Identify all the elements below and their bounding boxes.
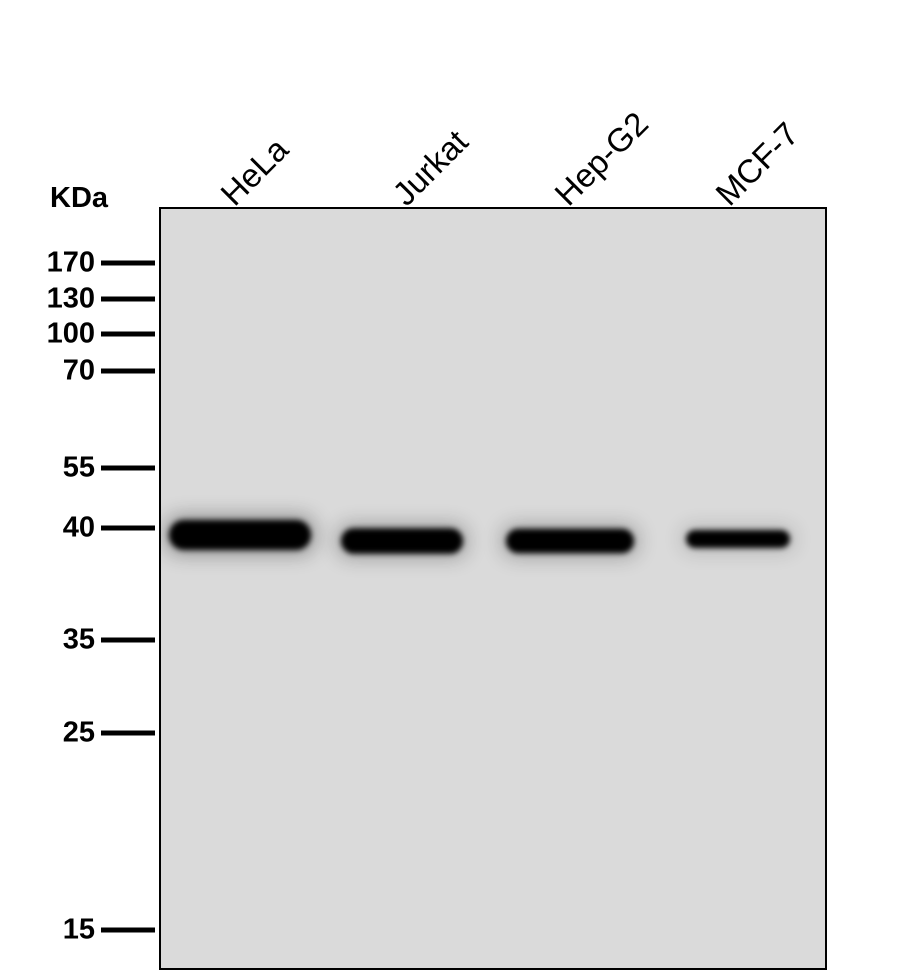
band-jurkat <box>337 524 467 558</box>
marker-tick-25 <box>101 730 155 736</box>
marker-label-100: 100 <box>46 317 95 350</box>
band-hela <box>165 516 315 554</box>
lane-label-jurkat: Jurkat <box>385 122 475 213</box>
marker-tick-170 <box>101 260 155 266</box>
marker-label-15: 15 <box>62 913 95 946</box>
marker-tick-130 <box>101 296 155 302</box>
lane-label-mcf7: MCF-7 <box>708 114 806 213</box>
band-hepg2 <box>502 524 638 558</box>
lane-label-hepg2: Hep-G2 <box>547 104 656 213</box>
marker-label-70: 70 <box>62 354 95 387</box>
marker-tick-55 <box>101 465 155 471</box>
band-mcf7 <box>682 526 794 552</box>
blot-membrane <box>159 207 827 970</box>
marker-label-25: 25 <box>62 716 95 749</box>
marker-label-40: 40 <box>62 511 95 544</box>
marker-tick-15 <box>101 927 155 933</box>
marker-label-55: 55 <box>62 451 95 484</box>
unit-label: KDa <box>50 182 109 214</box>
marker-label-130: 130 <box>46 282 95 315</box>
bands-layer <box>165 516 794 558</box>
marker-tick-70 <box>101 368 155 374</box>
marker-label-35: 35 <box>62 623 95 656</box>
marker-tick-35 <box>101 637 155 643</box>
marker-tick-100 <box>101 331 155 337</box>
marker-tick-40 <box>101 525 155 531</box>
lane-label-hela: HeLa <box>213 130 296 213</box>
marker-label-170: 170 <box>46 246 95 279</box>
